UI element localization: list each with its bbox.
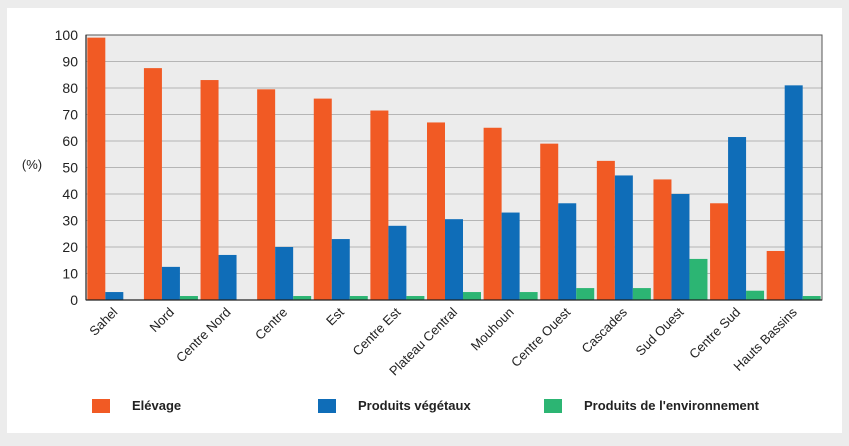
legend-item-elevage: Elévage	[92, 398, 181, 413]
legend-swatch-elevage	[92, 398, 110, 413]
bar	[710, 203, 729, 300]
y-tick-label: 20	[62, 239, 78, 255]
bar	[349, 296, 368, 300]
y-tick-label: 60	[62, 133, 78, 149]
y-tick-label: 50	[62, 160, 78, 176]
bar	[293, 296, 312, 300]
bar	[427, 122, 445, 300]
bar	[689, 258, 708, 300]
bar	[784, 85, 803, 300]
legend-item-produits-environnement: Produits de l'environnement	[544, 398, 759, 413]
legend-label-produits-vegetaux: Produits végétaux	[358, 398, 471, 413]
y-tick-label: 80	[62, 80, 78, 96]
y-tick-label: 70	[62, 107, 78, 123]
bar	[200, 80, 219, 300]
bar	[143, 68, 162, 300]
bar	[501, 212, 520, 300]
bar	[653, 179, 672, 300]
legend-swatch-produits-environnement	[544, 398, 562, 413]
bar	[406, 296, 425, 300]
bar	[313, 98, 332, 300]
bar	[558, 203, 577, 300]
legend-label-elevage: Elévage	[132, 398, 182, 413]
bar	[802, 296, 821, 300]
bar	[370, 110, 389, 301]
legend-swatch-produits-vegetaux	[318, 398, 336, 413]
y-tick-label: 30	[62, 213, 78, 229]
bar	[766, 250, 785, 300]
bar	[540, 143, 559, 300]
y-tick-label: 90	[62, 54, 78, 70]
legend: Elévage Produits végétaux Produits de l'…	[0, 398, 849, 422]
bar	[388, 225, 407, 300]
y-axis-label: (%)	[22, 157, 42, 172]
bar	[463, 292, 481, 300]
bar	[614, 175, 633, 300]
bar	[105, 292, 124, 300]
bar	[519, 292, 538, 300]
legend-label-produits-environnement: Produits de l'environnement	[584, 398, 760, 413]
bar	[596, 160, 615, 300]
y-tick-label: 100	[55, 27, 79, 43]
legend-item-produits-vegetaux: Produits végétaux	[318, 398, 471, 413]
bar	[576, 288, 595, 300]
bar	[161, 266, 180, 300]
bar	[671, 194, 690, 300]
bar	[483, 127, 502, 300]
y-tick-label: 10	[62, 266, 78, 282]
bar	[728, 137, 747, 300]
bar	[275, 247, 294, 300]
bar	[257, 89, 276, 300]
y-tick-label: 40	[62, 186, 78, 202]
y-tick-label: 0	[70, 292, 78, 308]
bar	[179, 296, 198, 300]
bar	[445, 219, 463, 300]
bar	[87, 37, 106, 301]
bar	[746, 290, 765, 300]
bar	[331, 239, 350, 300]
bar	[218, 254, 237, 300]
bar	[632, 288, 651, 300]
